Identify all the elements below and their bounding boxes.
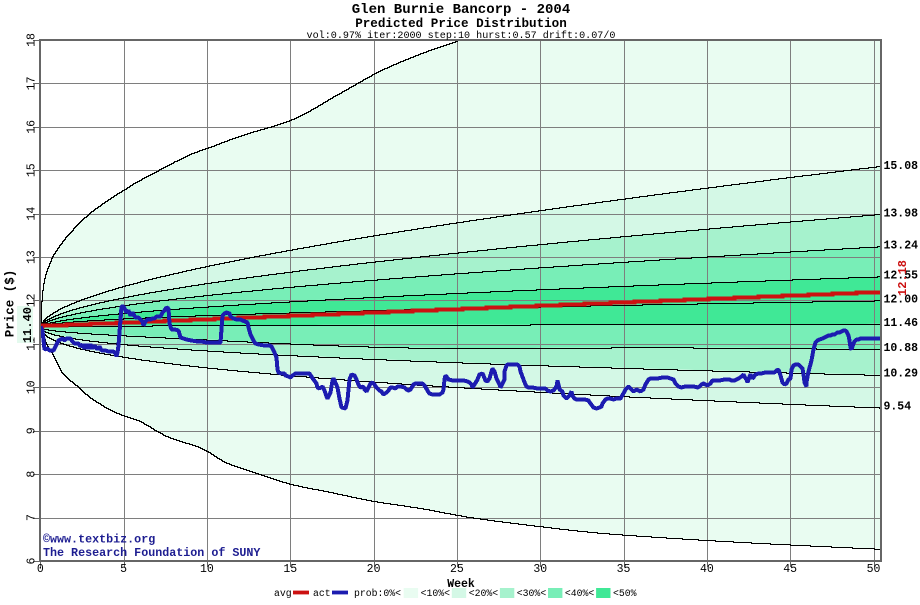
svg-text:50: 50 — [867, 563, 881, 576]
svg-text:<30%<: <30%< — [517, 588, 547, 599]
svg-text:45: 45 — [783, 563, 797, 576]
svg-text:0: 0 — [37, 563, 44, 576]
svg-text:<10%<: <10%< — [421, 588, 451, 599]
svg-text:Week: Week — [447, 578, 475, 591]
svg-text:13: 13 — [26, 250, 39, 264]
svg-text:10.88: 10.88 — [884, 342, 919, 355]
svg-text:12: 12 — [26, 294, 39, 308]
svg-text:15: 15 — [26, 163, 39, 177]
svg-text:7: 7 — [26, 514, 39, 521]
svg-text:Price ($): Price ($) — [4, 270, 18, 338]
svg-text:<40%<: <40%< — [565, 588, 595, 599]
svg-text:8: 8 — [26, 471, 39, 478]
svg-text:12.18: 12.18 — [896, 260, 910, 296]
svg-text:18: 18 — [26, 33, 39, 47]
svg-text:11.46: 11.46 — [884, 317, 919, 330]
svg-text:14: 14 — [26, 207, 39, 221]
svg-text:10.29: 10.29 — [884, 368, 919, 381]
svg-text:©www.textbiz.org: ©www.textbiz.org — [43, 533, 155, 547]
svg-text:15.08: 15.08 — [884, 160, 919, 173]
svg-text:5: 5 — [120, 563, 127, 576]
svg-text:35: 35 — [617, 563, 631, 576]
svg-text:12.00: 12.00 — [884, 294, 919, 307]
svg-text:17: 17 — [26, 77, 39, 91]
svg-text:13.24: 13.24 — [884, 240, 919, 253]
svg-text:40: 40 — [700, 563, 714, 576]
svg-text:9: 9 — [26, 427, 39, 434]
svg-text:12.55: 12.55 — [884, 270, 919, 283]
svg-text:11.40: 11.40 — [21, 307, 35, 343]
svg-text:20: 20 — [367, 563, 381, 576]
svg-text:Glen Burnie Bancorp - 2004: Glen Burnie Bancorp - 2004 — [352, 2, 570, 18]
svg-text:act: act — [313, 588, 331, 599]
svg-text:15: 15 — [283, 563, 297, 576]
svg-text:16: 16 — [26, 120, 39, 134]
svg-text:9.54: 9.54 — [884, 400, 912, 413]
svg-text:13.98: 13.98 — [884, 208, 919, 221]
svg-text:<20%<: <20%< — [469, 588, 499, 599]
svg-text:25: 25 — [450, 563, 464, 576]
svg-text:vol:0.97% iter:2000 step:10 hu: vol:0.97% iter:2000 step:10 hurst:0.57 d… — [307, 30, 616, 42]
svg-text:30: 30 — [533, 563, 547, 576]
svg-text:6: 6 — [26, 557, 39, 564]
svg-text:10: 10 — [26, 380, 39, 394]
svg-text:The Research Foundation of SUN: The Research Foundation of SUNY — [43, 546, 260, 560]
svg-text:Predicted Price Distribution: Predicted Price Distribution — [355, 17, 567, 31]
svg-text:prob:0%<: prob:0%< — [354, 588, 401, 599]
svg-text:avg: avg — [274, 588, 292, 599]
svg-text:10: 10 — [200, 563, 214, 576]
svg-text:<50%: <50% — [613, 588, 637, 599]
